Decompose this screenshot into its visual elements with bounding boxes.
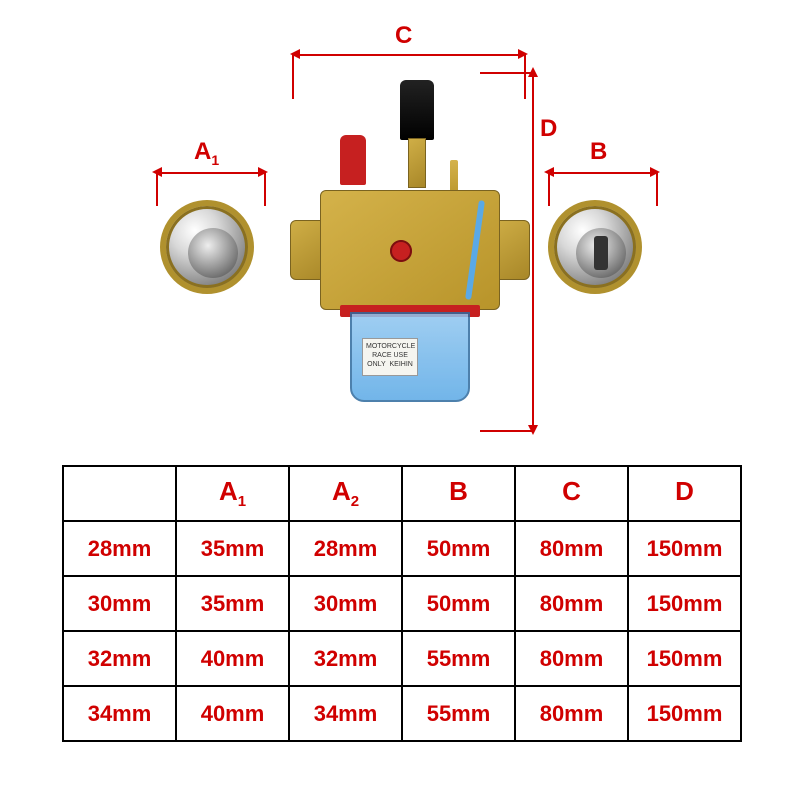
dim-tick [156, 172, 158, 206]
outlet-port-view [548, 200, 642, 294]
header-c: C [515, 466, 628, 521]
cell: 28mm [289, 521, 402, 576]
cell: 80mm [515, 631, 628, 686]
choke-knob [340, 135, 366, 185]
dim-tick [480, 430, 534, 432]
cell: 80mm [515, 686, 628, 741]
dim-line-b [552, 172, 652, 174]
cell: 40mm [176, 686, 289, 741]
throttle-cap [400, 80, 434, 140]
mixture-knob [390, 240, 412, 262]
dim-tick [292, 54, 294, 99]
header-b: B [402, 466, 515, 521]
dim-label-c: C [395, 22, 412, 52]
dimension-diagram: C D A1 A2 B [0, 20, 800, 450]
table-header-row: A1 A2 B C D [63, 466, 741, 521]
dim-label-a1: A1 [194, 138, 219, 168]
spec-table: A1 A2 B C D 28mm 35mm 28mm 50mm 80mm 150… [62, 465, 742, 742]
cell: 150mm [628, 686, 741, 741]
intake-port-view [160, 200, 254, 294]
dim-tick [524, 54, 526, 99]
cell: 34mm [289, 686, 402, 741]
throttle-stem [408, 138, 426, 188]
cell: 32mm [289, 631, 402, 686]
cell: 50mm [402, 521, 515, 576]
cell: 150mm [628, 631, 741, 686]
cell: 40mm [176, 631, 289, 686]
table-row: 30mm 35mm 30mm 50mm 80mm 150mm [63, 576, 741, 631]
cell: 30mm [289, 576, 402, 631]
cell: 50mm [402, 576, 515, 631]
dim-tick [656, 172, 658, 206]
dim-tick [480, 72, 534, 74]
cell: 80mm [515, 521, 628, 576]
dim-label-b: B [590, 138, 607, 168]
cell: 34mm [63, 686, 176, 741]
dim-arrow [650, 167, 660, 177]
cell: 28mm [63, 521, 176, 576]
header-blank [63, 466, 176, 521]
port-slot [594, 236, 608, 270]
dim-label-d: D [540, 115, 557, 145]
cell: 80mm [515, 576, 628, 631]
bowl-label: MOTORCYCLE RACE USE ONLY KEIHIN [362, 338, 418, 376]
carburetor-illustration: MOTORCYCLE RACE USE ONLY KEIHIN [300, 80, 520, 420]
header-a2: A2 [289, 466, 402, 521]
cell: 35mm [176, 576, 289, 631]
cell: 32mm [63, 631, 176, 686]
dim-line-a1 [160, 172, 260, 174]
table-row: 28mm 35mm 28mm 50mm 80mm 150mm [63, 521, 741, 576]
dim-line-c [298, 54, 520, 56]
table-body: 28mm 35mm 28mm 50mm 80mm 150mm 30mm 35mm… [63, 521, 741, 741]
header-d: D [628, 466, 741, 521]
cell: 55mm [402, 631, 515, 686]
port-bore [188, 228, 238, 278]
cell: 35mm [176, 521, 289, 576]
table-row: 32mm 40mm 32mm 55mm 80mm 150mm [63, 631, 741, 686]
dim-tick [264, 172, 266, 206]
cell: 150mm [628, 521, 741, 576]
dim-line-d [532, 75, 534, 427]
cell: 150mm [628, 576, 741, 631]
cell: 30mm [63, 576, 176, 631]
dim-tick [548, 172, 550, 206]
cell: 55mm [402, 686, 515, 741]
header-a1: A1 [176, 466, 289, 521]
table-row: 34mm 40mm 34mm 55mm 80mm 150mm [63, 686, 741, 741]
dim-arrow [258, 167, 268, 177]
dim-arrow [518, 49, 528, 59]
